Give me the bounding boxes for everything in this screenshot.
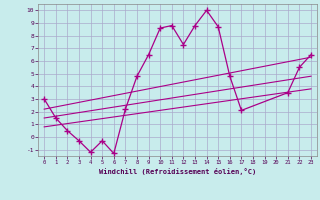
X-axis label: Windchill (Refroidissement éolien,°C): Windchill (Refroidissement éolien,°C): [99, 168, 256, 175]
